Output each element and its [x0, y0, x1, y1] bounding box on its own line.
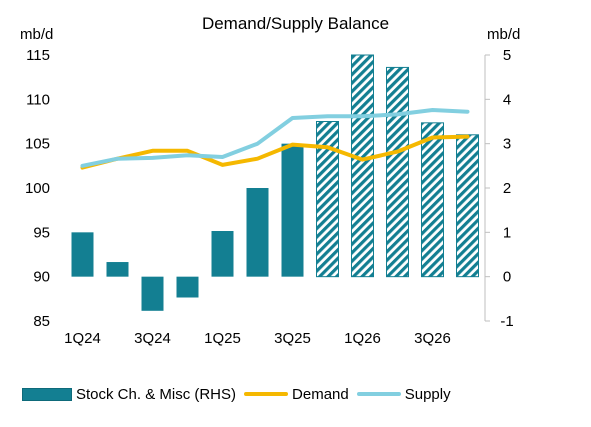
right-tick-label: 2: [503, 180, 511, 197]
bar-stock-2Q25: [246, 188, 269, 277]
legend-label-supply: Supply: [404, 385, 451, 403]
left-tick-label: 85: [33, 313, 50, 330]
x-tick-label: 1Q25: [204, 330, 241, 347]
line-supply: [80, 108, 470, 168]
left-tick-label: 110: [26, 91, 50, 108]
right-tick-label: 3: [503, 136, 511, 153]
left-tick-label: 115: [26, 47, 50, 64]
bar-stock-1Q26: [351, 54, 374, 278]
right-tick-label: 5: [503, 47, 511, 64]
chart-legend: Stock Ch. & Misc (RHS) Demand Supply: [22, 383, 459, 405]
bar-stock-3Q25: [281, 143, 304, 277]
bar-stock-3Q26: [421, 122, 444, 278]
legend-item-supply: Supply: [356, 385, 451, 403]
chart-title: Demand/Supply Balance: [201, 14, 390, 33]
bar-stock-2Q24: [106, 262, 129, 277]
line-demand: [80, 134, 470, 170]
x-tick-label: 3Q24: [134, 330, 171, 347]
bar-stock-3Q24: [141, 276, 164, 311]
legend-swatch-stock: [22, 387, 72, 401]
legend-label-stock: Stock Ch. & Misc (RHS): [76, 385, 237, 403]
legend-swatch-demand: [244, 392, 289, 396]
left-axis-unit: mb/d: [20, 26, 54, 43]
right-axis-unit: mb/d: [487, 26, 521, 43]
legend-label-demand: Demand: [292, 385, 349, 403]
x-tick-label: 3Q26: [414, 330, 451, 347]
left-tick-label: 90: [33, 269, 50, 286]
x-tick-label: 3Q25: [274, 330, 311, 347]
bar-stock-4Q25: [316, 121, 339, 278]
right-tick-label: 0: [503, 269, 511, 286]
legend-item-demand: Demand: [244, 386, 349, 403]
bar-stock-1Q24: [71, 232, 94, 277]
legend-item-stock: Stock Ch. & Misc (RHS): [22, 386, 236, 403]
bar-stock-1Q25: [211, 231, 234, 277]
chart-plot-area: 85 90 95 100 105 110 115 -1 0 1 2 3 4 5 1Q24 3Q24 1Q25 3Q…: [25, 47, 514, 347]
left-tick-label: 100: [25, 180, 50, 197]
bar-stock-4Q24: [176, 276, 199, 298]
x-tick-label: 1Q26: [344, 330, 381, 347]
bar-stock-4Q26: [456, 134, 479, 278]
right-tick-label: 4: [503, 91, 511, 108]
left-tick-label: 105: [25, 136, 50, 153]
right-tick-label: -1: [500, 313, 513, 330]
bar-stock-2Q26: [386, 66, 409, 278]
x-tick-label: 1Q24: [64, 330, 101, 347]
legend-swatch-supply: [356, 392, 401, 396]
right-tick-label: 1: [503, 224, 511, 241]
left-tick-label: 95: [33, 224, 50, 241]
